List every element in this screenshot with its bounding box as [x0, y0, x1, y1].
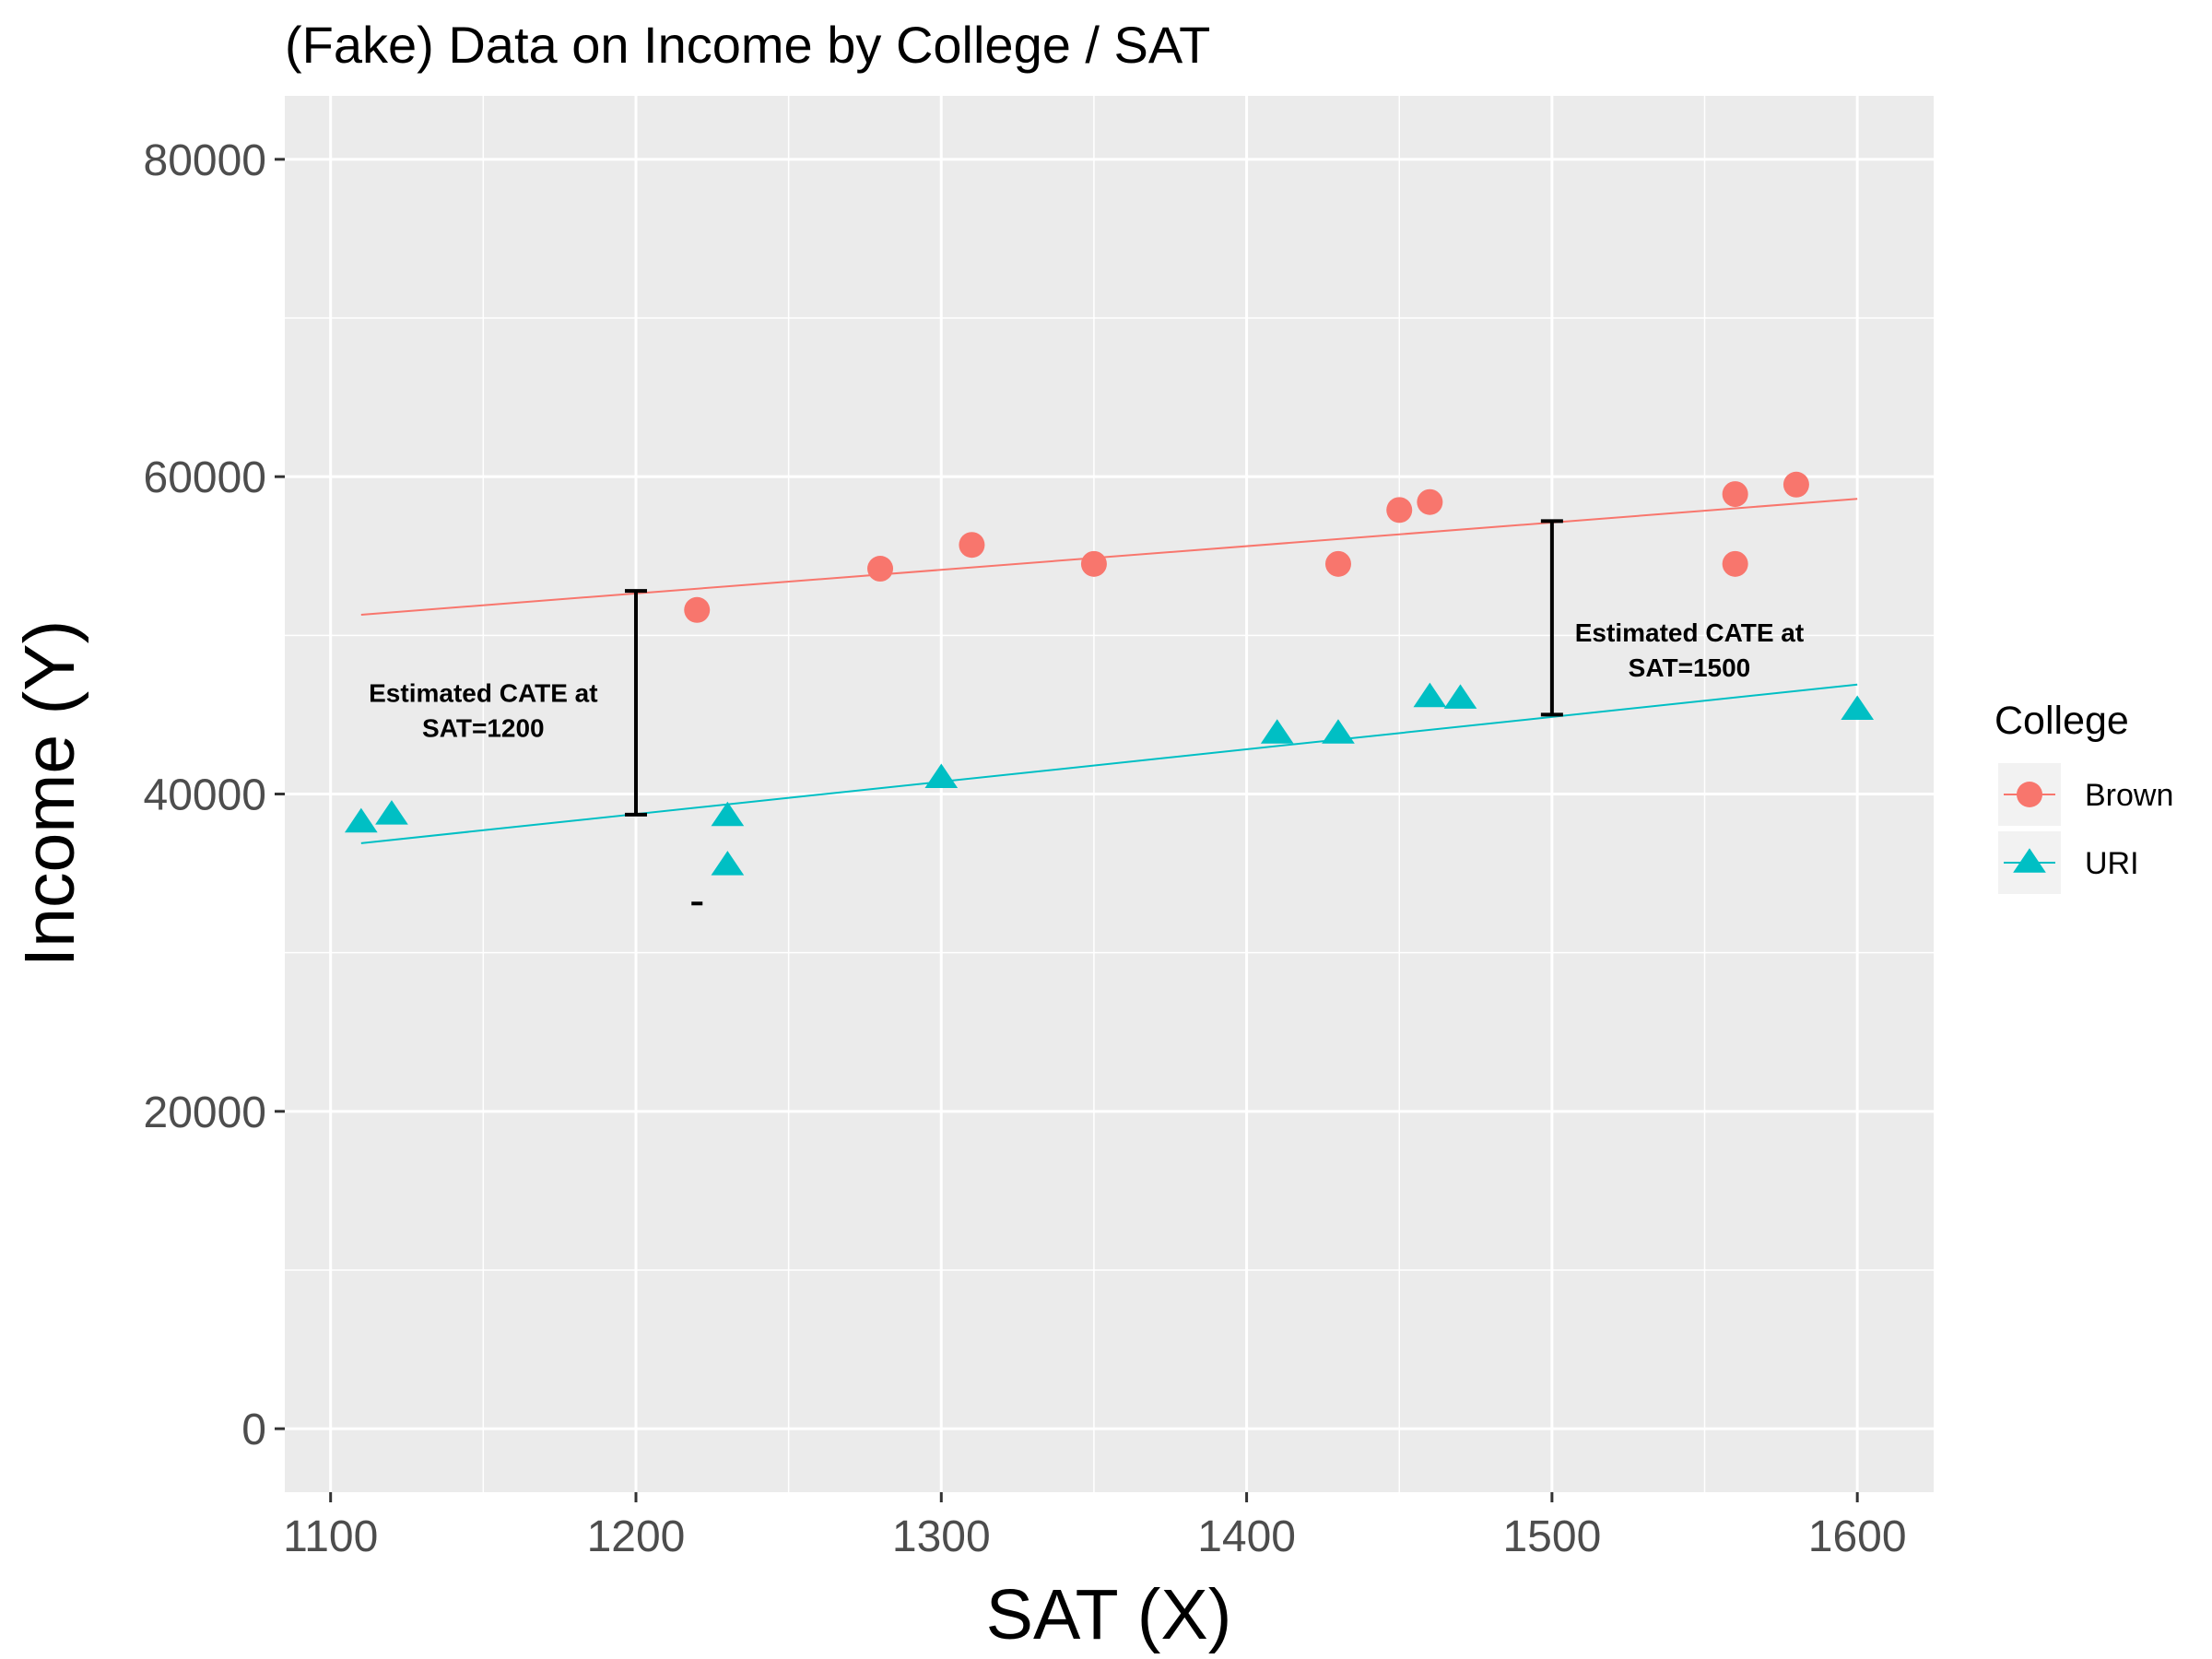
- annotation-line: SAT=1500: [1629, 653, 1751, 682]
- annotation: Estimated CATE at SAT=1500: [1575, 618, 1804, 682]
- y-axis-title: Income (Y): [10, 620, 89, 968]
- annotation: Estimated CATE at SAT=1200: [369, 679, 597, 743]
- fit-lines: [360, 498, 1858, 844]
- x-tick-label: 1300: [892, 1512, 991, 1561]
- point-brown: [1722, 481, 1748, 508]
- x-tick-label: 1200: [587, 1512, 686, 1561]
- point-uri: [375, 800, 408, 825]
- chart-title: (Fake) Data on Income by College / SAT: [285, 16, 1210, 74]
- annotation-line: Estimated CATE at: [1575, 618, 1804, 647]
- legend-label-uri: URI: [2085, 846, 2139, 881]
- fit-line-uri: [360, 683, 1858, 844]
- data-points: [344, 471, 1875, 876]
- annotation-line: Estimated CATE at: [369, 679, 597, 708]
- x-axis-title: SAT (X): [986, 1575, 1232, 1654]
- point-uri: [711, 851, 745, 876]
- point-uri: [1443, 684, 1477, 709]
- annotation-line: SAT=1200: [422, 714, 545, 743]
- y-tick-label: 0: [241, 1406, 266, 1454]
- y-tick-label: 80000: [144, 136, 266, 185]
- x-tick-label: 1500: [1502, 1512, 1601, 1561]
- point-brown: [959, 532, 985, 559]
- point-uri: [924, 763, 959, 788]
- point-uri: [711, 801, 745, 827]
- point-brown: [867, 556, 894, 582]
- point-uri: [344, 807, 378, 833]
- legend-title: College: [1994, 699, 2129, 743]
- point-brown: [1386, 497, 1413, 524]
- point-brown: [1417, 488, 1443, 515]
- y-tick-label: 60000: [144, 453, 266, 502]
- fit-line-brown: [360, 498, 1858, 616]
- x-tick-label: 1600: [1808, 1512, 1907, 1561]
- point-uri: [1841, 695, 1875, 720]
- legend-key-circle: [2017, 782, 2042, 807]
- point-brown: [1080, 550, 1107, 577]
- point-uri: [1260, 719, 1294, 744]
- point-brown: [1324, 550, 1351, 577]
- point-brown: [684, 596, 711, 623]
- legend-key-triangle: [2013, 848, 2046, 873]
- legend: College Brown URI: [1994, 699, 2173, 894]
- y-tick-label: 40000: [144, 771, 266, 820]
- y-axis: 0 20000 40000 60000 80000: [144, 136, 285, 1454]
- y-tick-label: 20000: [144, 1088, 266, 1137]
- point-uri: [1413, 682, 1447, 708]
- point-uri: [1322, 719, 1355, 744]
- point-brown: [1722, 550, 1748, 577]
- x-axis: 1100 1200 1300 1400 1500 1600: [283, 1492, 1907, 1561]
- x-tick-label: 1400: [1197, 1512, 1296, 1561]
- point-brown: [1783, 471, 1809, 498]
- legend-label-brown: Brown: [2085, 778, 2173, 813]
- error-bars: [624, 519, 1563, 906]
- x-tick-label: 1100: [283, 1512, 378, 1561]
